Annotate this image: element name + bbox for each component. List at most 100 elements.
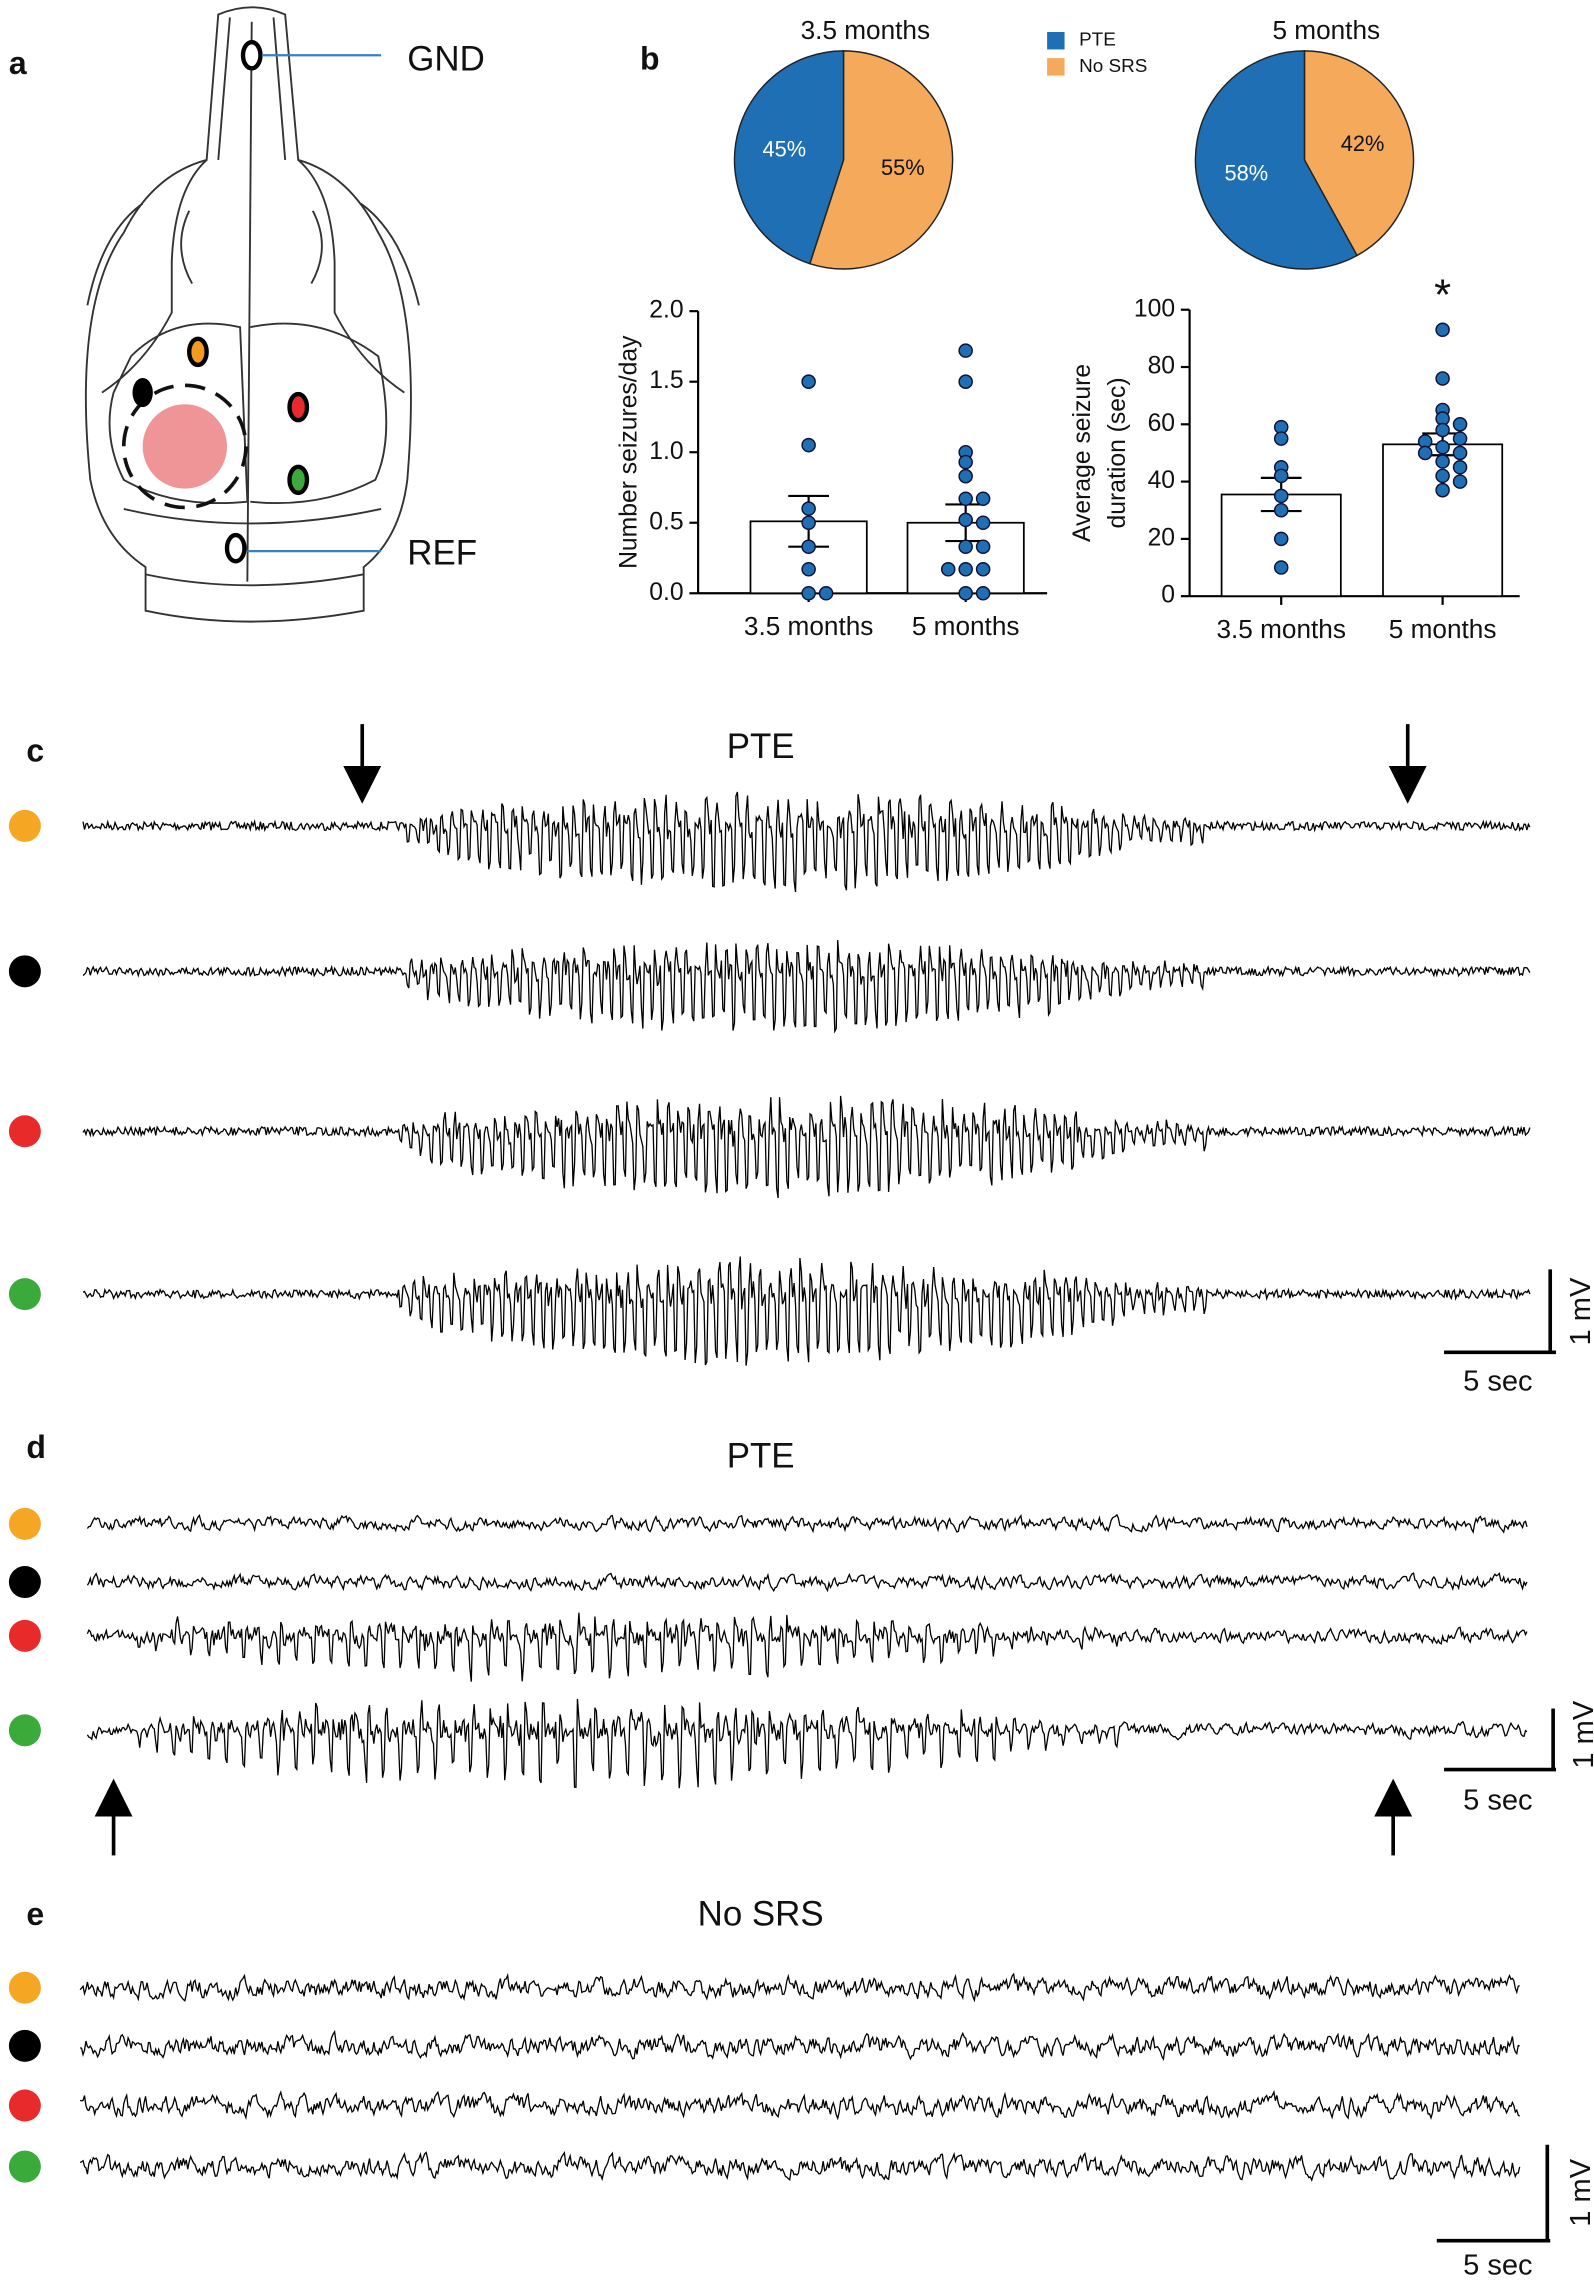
scale-label: 5 sec <box>1463 2250 1533 2280</box>
pie-slice <box>1303 50 1415 257</box>
panel-label: e <box>26 1896 44 1932</box>
electrode-label: GND <box>407 39 485 78</box>
data-point <box>1435 454 1450 469</box>
scale-label: 1 mV <box>1565 1277 1594 1345</box>
data-point <box>1273 468 1289 484</box>
channel-dot <box>8 809 41 842</box>
channel-dot <box>8 1714 41 1747</box>
data-point <box>801 501 816 516</box>
x-tick-label: 3.5 months <box>1217 614 1346 644</box>
legend-swatch <box>1047 31 1065 50</box>
scale-label: 1 mV <box>1568 1700 1594 1768</box>
scale-label: 5 sec <box>1463 1784 1533 1816</box>
eeg-trace <box>82 1256 1531 1366</box>
y-tick-label: 2.0 <box>649 297 683 324</box>
y-axis-label: duration (sec) <box>1104 377 1131 528</box>
data-point <box>1435 439 1450 455</box>
data-point <box>1273 502 1289 518</box>
legend-label: PTE <box>1079 30 1116 51</box>
trace-title: PTE <box>727 727 795 766</box>
data-point <box>1435 482 1450 498</box>
data-point <box>1452 459 1468 475</box>
eeg-trace <box>82 940 1531 1034</box>
x-tick-label: 3.5 months <box>744 611 873 641</box>
pie-slice <box>1194 50 1359 270</box>
data-point <box>801 539 816 554</box>
eeg-trace <box>79 2029 1520 2062</box>
legend-swatch <box>1047 58 1065 76</box>
data-point <box>958 562 973 577</box>
data-point <box>958 374 973 389</box>
data-point <box>940 562 956 577</box>
annotation: * <box>1434 271 1451 319</box>
channel-dot <box>8 1115 41 1148</box>
y-tick-label: 0.5 <box>649 508 683 535</box>
data-point <box>975 539 991 554</box>
panel-label: a <box>9 45 27 81</box>
eeg-trace <box>86 1572 1528 1593</box>
scale-bars <box>94 724 1557 2243</box>
data-point <box>801 585 816 601</box>
electrode-label: REF <box>407 534 477 573</box>
pie-slice <box>808 50 954 270</box>
slice-label: 45% <box>762 136 806 161</box>
scale-label: 5 sec <box>1463 1366 1533 1398</box>
trace-title: PTE <box>727 1437 795 1476</box>
channel-dot <box>8 2089 41 2122</box>
y-tick-label: 60 <box>1148 410 1175 437</box>
data-point <box>1452 417 1468 432</box>
data-point <box>1452 474 1468 489</box>
eeg-trace <box>79 2150 1521 2182</box>
data-point <box>975 491 991 507</box>
data-point <box>1273 431 1289 446</box>
y-tick-label: 40 <box>1148 467 1175 494</box>
data-point <box>1435 468 1450 484</box>
slice-label: 42% <box>1341 131 1385 156</box>
eeg-trace <box>86 1698 1528 1789</box>
y-tick-label: 0.0 <box>649 579 683 606</box>
legend-label: No SRS <box>1079 56 1147 77</box>
channel-dot <box>8 955 41 988</box>
panel-label: d <box>26 1429 46 1465</box>
scale-label: 1 mV <box>1565 2158 1594 2226</box>
pie-slice <box>733 50 845 265</box>
data-point <box>801 562 816 577</box>
y-tick-label: 100 <box>1134 295 1175 322</box>
channel-dot <box>8 1566 41 1599</box>
y-tick-label: 1.0 <box>649 438 683 465</box>
x-tick-label: 5 months <box>912 611 1020 641</box>
data-point <box>975 562 991 577</box>
channel-dot <box>8 1971 41 2004</box>
panel-label: c <box>26 733 44 769</box>
data-point <box>1273 560 1289 575</box>
channel-dot <box>8 1619 41 1652</box>
data-point <box>1452 431 1468 446</box>
data-point <box>1273 531 1289 547</box>
y-tick-label: 20 <box>1148 524 1175 551</box>
data-point <box>958 512 973 528</box>
data-point <box>958 454 973 470</box>
data-point <box>818 585 834 601</box>
x-tick-label: 5 months <box>1389 614 1497 644</box>
data-point <box>958 585 973 601</box>
data-point <box>801 515 816 531</box>
data-point <box>1452 445 1468 461</box>
channel-dot <box>8 2150 41 2183</box>
y-axis-label: Average seizure <box>1069 364 1096 542</box>
data-point <box>1435 422 1450 438</box>
trace-title: No SRS <box>698 1895 824 1934</box>
channel-dot <box>8 1278 41 1311</box>
data-point <box>958 343 973 358</box>
data-point <box>801 437 816 453</box>
data-point <box>1435 322 1450 338</box>
eeg-trace <box>79 2089 1521 2121</box>
data-point <box>958 468 973 484</box>
data-point <box>1417 445 1433 461</box>
slice-label: 58% <box>1225 161 1269 186</box>
data-point <box>975 515 991 531</box>
data-point <box>801 374 816 389</box>
channel-dot <box>8 2029 41 2062</box>
pie-title: 3.5 months <box>801 15 930 45</box>
eeg-trace <box>82 791 1531 893</box>
